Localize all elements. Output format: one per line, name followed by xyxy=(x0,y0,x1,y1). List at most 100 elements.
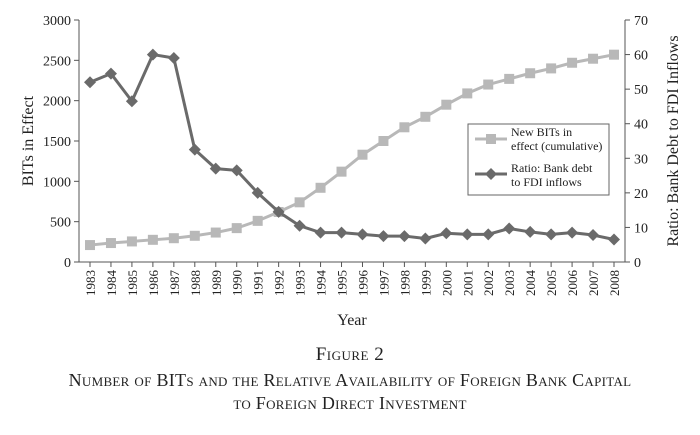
bits-point xyxy=(189,230,200,241)
y-axis-label-right: Ratio: Bank Debt to FDI Inflows xyxy=(665,35,682,246)
right-tick-label: 30 xyxy=(634,152,648,167)
ratio-point xyxy=(84,76,96,89)
bits-point xyxy=(105,238,116,249)
bits-point xyxy=(399,122,410,133)
x-tick-label: 1983 xyxy=(83,270,98,296)
x-tick-label: 1994 xyxy=(314,270,329,297)
x-tick-label: 2002 xyxy=(481,270,496,296)
right-tick-label: 20 xyxy=(634,187,648,202)
right-tick-label: 50 xyxy=(634,83,648,98)
ratio-point xyxy=(461,228,474,241)
ratio-point xyxy=(188,143,201,156)
bits-point xyxy=(546,63,557,74)
left-tick-label: 1000 xyxy=(43,175,71,190)
x-tick-label: 2006 xyxy=(565,270,580,297)
ratio-point xyxy=(503,222,516,235)
ratio-point xyxy=(230,164,243,177)
legend: New BITs in effect (cumulative) Ratio: B… xyxy=(467,123,610,196)
ratio-point xyxy=(440,227,453,240)
legend-label-2-line1: Ratio: Bank debt xyxy=(511,161,593,175)
bits-point xyxy=(210,227,221,238)
ratio-point xyxy=(419,232,432,245)
right-axis-ticks: 0 10 20 30 40 50 60 70 xyxy=(625,14,648,271)
x-tick-label: 2008 xyxy=(607,270,622,296)
right-tick-label: 10 xyxy=(634,221,648,236)
left-tick-label: 3000 xyxy=(43,14,71,29)
ratio-point xyxy=(398,230,411,243)
legend-label-2-line2: to FDI inflows xyxy=(511,175,582,189)
series-layer xyxy=(84,48,620,251)
bits-point xyxy=(420,111,431,122)
x-tick-label: 1986 xyxy=(146,270,161,297)
left-tick-label: 500 xyxy=(50,216,71,231)
x-tick-label: 1997 xyxy=(376,270,391,297)
ratio-point xyxy=(335,226,348,239)
bits-point xyxy=(462,88,473,99)
ratio-point xyxy=(251,186,264,199)
x-tick-label: 1985 xyxy=(125,270,140,296)
ratio-point xyxy=(524,225,537,238)
x-tick-label: 2001 xyxy=(460,270,475,296)
figure-title-line-2: to Foreign Direct Investment xyxy=(233,393,467,413)
left-tick-label: 0 xyxy=(64,256,71,271)
bits-point xyxy=(252,215,263,226)
x-tick-label: 1995 xyxy=(335,270,350,296)
bits-point xyxy=(336,166,347,177)
left-tick-label: 2000 xyxy=(43,95,71,110)
right-tick-label: 70 xyxy=(634,14,648,29)
ratio-point xyxy=(125,95,138,108)
bits-point xyxy=(441,99,452,110)
bits-point xyxy=(315,182,326,193)
legend-label-1-line2: effect (cumulative) xyxy=(511,139,602,153)
ratio-point xyxy=(167,52,180,65)
right-tick-label: 0 xyxy=(634,256,641,271)
bits-point xyxy=(85,240,95,251)
x-tick-label: 1984 xyxy=(104,270,119,297)
ratio-point xyxy=(104,67,117,80)
bits-point xyxy=(294,197,305,208)
ratio-point xyxy=(566,226,579,239)
x-tick-label: 2000 xyxy=(439,270,454,296)
x-tick-label: 1990 xyxy=(230,270,245,296)
x-tick-label: 2004 xyxy=(523,270,538,297)
x-tick-label: 2007 xyxy=(586,270,601,297)
x-tick-label: 1988 xyxy=(188,270,203,296)
ratio-point xyxy=(314,226,327,239)
x-tick-label: 1991 xyxy=(251,270,266,296)
legend-marker-square xyxy=(486,134,496,144)
bits-point xyxy=(567,57,578,68)
bits-point xyxy=(504,73,515,84)
ratio-point xyxy=(377,230,390,243)
bits-point xyxy=(483,79,494,90)
x-axis-label: Year xyxy=(337,312,367,329)
line-chart: 0 500 1000 1500 2000 2500 3000 0 10 20 30 40 50 60 70… xyxy=(20,14,682,329)
x-tick-label: 1993 xyxy=(293,270,308,296)
x-tick-label: 1992 xyxy=(272,270,287,296)
left-tick-label: 2500 xyxy=(43,54,71,69)
bits-point xyxy=(588,53,599,64)
x-tick-label: 2005 xyxy=(544,270,559,296)
ratio-point xyxy=(608,233,620,246)
bits-point xyxy=(126,236,137,247)
legend-label-1-line1: New BITs in xyxy=(511,125,572,139)
ratio-point xyxy=(587,229,600,242)
ratio-point xyxy=(272,205,285,218)
ratio-point xyxy=(293,219,306,232)
x-tick-label: 1987 xyxy=(167,270,182,297)
left-tick-label: 1500 xyxy=(43,135,71,150)
ratio-point xyxy=(356,228,369,241)
y-axis-label-left: BITs in Effect xyxy=(20,95,37,186)
figure-label: Figure 2 xyxy=(315,344,385,365)
bits-point xyxy=(231,223,242,234)
x-tick-label: 2003 xyxy=(502,270,517,296)
x-tick-label: 1989 xyxy=(209,270,224,296)
x-tick-label: 1998 xyxy=(397,270,412,296)
bits-point xyxy=(525,68,536,79)
legend-marker-diamond xyxy=(485,168,497,180)
x-tick-label: 1996 xyxy=(355,270,370,297)
bits-point xyxy=(378,136,389,146)
right-tick-label: 40 xyxy=(634,118,648,133)
x-axis-ticks: 1983 1984 1985 1986 1987 1988 1989 1990 1991 1992… xyxy=(83,262,622,296)
ratio-point xyxy=(482,228,495,241)
x-tick-label: 1999 xyxy=(418,270,433,296)
